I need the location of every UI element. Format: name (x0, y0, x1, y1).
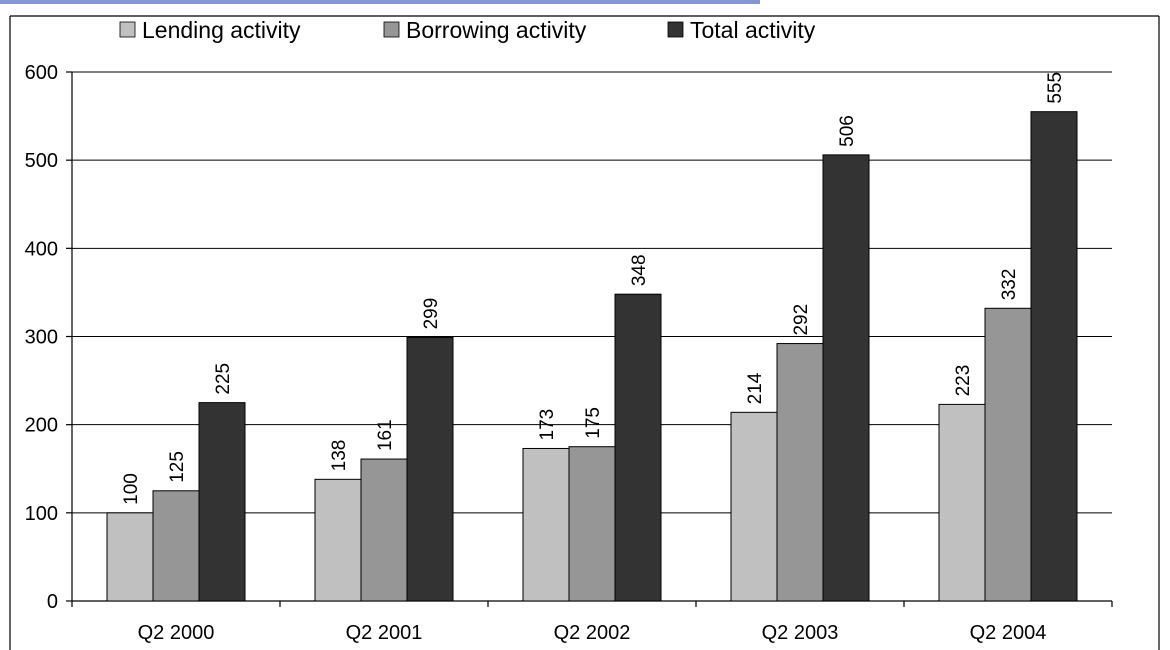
data-label: 225 (213, 363, 234, 395)
bar-total-activity (822, 154, 870, 602)
legend-label: Lending activity (142, 17, 301, 43)
bar-lending-activity (522, 447, 570, 602)
y-tick-label: 0 (47, 591, 58, 613)
data-label: 214 (745, 372, 766, 404)
data-label: 555 (1045, 72, 1066, 104)
bar-borrowing-activity (776, 343, 824, 602)
x-category-label: Q2 2004 (970, 622, 1047, 644)
y-tick-label: 500 (25, 150, 58, 172)
data-label: 348 (629, 254, 650, 286)
y-tick-label: 200 (25, 415, 58, 437)
bar-borrowing-activity (152, 490, 200, 602)
bar-total-activity (198, 402, 246, 602)
x-category-label: Q2 2000 (138, 622, 215, 644)
bar-borrowing-activity (568, 446, 616, 602)
data-label: 223 (953, 365, 974, 397)
bar-borrowing-activity (984, 307, 1032, 602)
bar-total-activity (1030, 111, 1078, 602)
legend-swatch (119, 21, 136, 38)
data-label: 100 (121, 473, 142, 505)
bar-borrowing-activity (360, 458, 408, 602)
data-label: 175 (583, 407, 604, 439)
legend-label: Total activity (690, 17, 816, 43)
data-label: 161 (375, 419, 396, 451)
data-label: 292 (791, 304, 812, 336)
legend: Lending activity Borrowing activity Total … (119, 17, 816, 43)
y-tick-label: 400 (25, 238, 58, 260)
legend-swatch (383, 21, 400, 38)
bar-lending-activity (106, 512, 154, 602)
cropped-header-text (0, 0, 760, 4)
legend-swatch (667, 21, 684, 38)
data-label: 332 (999, 269, 1020, 301)
bar-lending-activity (938, 403, 986, 602)
data-label: 506 (837, 115, 858, 147)
legend-label: Borrowing activity (406, 17, 587, 43)
y-tick-label: 100 (25, 503, 58, 525)
cropped-header (0, 0, 760, 4)
bar-total-activity (406, 336, 454, 602)
x-category-label: Q2 2003 (762, 622, 839, 644)
data-label: 125 (167, 451, 188, 483)
bar-lending-activity (314, 478, 362, 602)
data-label: 173 (537, 409, 558, 441)
x-category-label: Q2 2002 (554, 622, 631, 644)
y-tick-label: 600 (25, 62, 58, 84)
data-label: 138 (329, 440, 350, 472)
y-tick-label: 300 (25, 327, 58, 349)
x-category-label: Q2 2001 (346, 622, 423, 644)
plot-area: 0 100 200 300 400 500 600 100 125 225 Q2 2000 138 16… (25, 62, 1113, 644)
data-label: 299 (421, 298, 442, 330)
bar-lending-activity (730, 411, 778, 602)
bar-total-activity (614, 293, 662, 602)
